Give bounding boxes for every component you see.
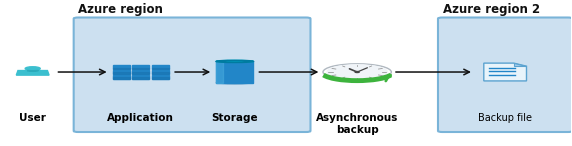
Text: Asynchronous
backup: Asynchronous backup [316,113,398,135]
Bar [113,65,130,69]
Polygon shape [514,63,526,66]
Polygon shape [484,63,526,81]
Text: Application: Application [108,113,174,123]
Bar [152,65,169,69]
Ellipse shape [216,60,253,62]
Bar [113,70,130,74]
Ellipse shape [216,82,253,84]
Bar [216,61,253,83]
Text: Backup file: Backup file [478,113,532,123]
Bar [113,75,130,79]
Bar [216,61,223,83]
Circle shape [25,67,40,70]
FancyBboxPatch shape [438,18,572,132]
Bar [113,77,130,79]
Circle shape [323,64,391,80]
Bar [132,77,149,79]
Bar [152,75,169,79]
Bar [113,68,130,69]
Text: User: User [19,113,46,123]
Bar [152,70,169,74]
FancyBboxPatch shape [74,18,311,132]
Bar [132,65,149,69]
Bar [132,70,149,74]
Text: Azure region 2: Azure region 2 [443,3,539,16]
Bar [152,77,169,79]
Bar [132,75,149,79]
Bar [152,72,169,74]
Circle shape [355,72,359,73]
Text: Storage: Storage [212,113,258,123]
Polygon shape [17,71,49,75]
Bar [132,72,149,74]
Text: Azure region: Azure region [78,3,163,16]
Bar [152,68,169,69]
Bar [113,72,130,74]
Circle shape [327,65,387,79]
Bar [132,68,149,69]
